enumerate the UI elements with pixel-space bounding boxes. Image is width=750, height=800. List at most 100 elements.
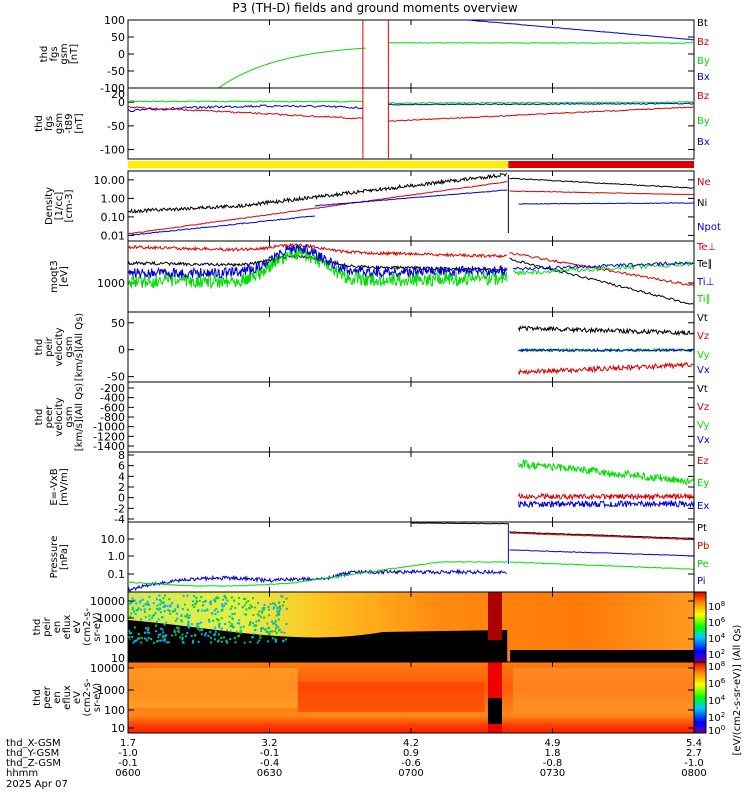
x-axis-row-label: hhmm bbox=[6, 768, 38, 779]
panel-5-frame bbox=[127, 240, 695, 313]
series-vt bbox=[518, 325, 694, 337]
y-tick-label: 1000 bbox=[97, 277, 125, 290]
x-tick-label: -0.1 bbox=[118, 758, 138, 769]
x-tick-label: 5.4 bbox=[686, 738, 702, 749]
y-tick-label: 1.0 bbox=[108, 550, 126, 563]
y-axis-label: thd bbox=[34, 115, 45, 132]
x-tick-label: 0.9 bbox=[403, 748, 419, 759]
legend-vt: Vt bbox=[697, 384, 708, 395]
legend-ne: Ne bbox=[697, 177, 711, 188]
y-axis-label: peer bbox=[44, 405, 55, 429]
y-axis-label: (cm2-s- bbox=[82, 678, 93, 716]
y-axis-label: Density bbox=[44, 187, 55, 225]
legend-vz: Vz bbox=[697, 402, 709, 413]
mode-bar-yellow bbox=[128, 161, 509, 168]
panel-4-frame bbox=[127, 170, 695, 242]
series-by bbox=[388, 101, 695, 105]
colorbar-tick-label: 106 bbox=[708, 677, 726, 690]
series-pi bbox=[127, 568, 507, 592]
panel-6-frame bbox=[127, 311, 695, 383]
legend-te: Te∥ bbox=[696, 259, 713, 270]
series-ni bbox=[127, 172, 508, 214]
y-axis-label: gsm bbox=[59, 43, 70, 64]
spectrogram-peer-gap bbox=[487, 698, 502, 724]
y-tick-label: 0.1 bbox=[108, 568, 126, 581]
spectrogram-peer-band bbox=[512, 668, 694, 713]
series-tiperp bbox=[512, 260, 694, 271]
y-tick-label: -800 bbox=[100, 411, 125, 424]
y-axis-label: eflux bbox=[62, 615, 73, 640]
series-pi bbox=[509, 549, 694, 557]
y-axis-label: (cm2-s- bbox=[82, 608, 93, 646]
y-tick-label: 1.00 bbox=[101, 192, 126, 205]
series-bx bbox=[127, 104, 364, 113]
y-axis-label: [cm-3] bbox=[64, 189, 75, 222]
x-tick-label: 4.2 bbox=[403, 738, 419, 749]
y-tick-label: 100 bbox=[104, 633, 125, 646]
series-ni bbox=[509, 177, 694, 189]
y-axis-label: -t89 bbox=[64, 113, 75, 133]
y-tick-label: -2 bbox=[114, 502, 125, 515]
series-ex bbox=[518, 499, 695, 509]
series-npot bbox=[518, 202, 695, 205]
colorbar-label: [eV/(cm2-s-sr-eV)] (All Qs) bbox=[732, 624, 743, 755]
y-tick-label: 0 bbox=[118, 48, 125, 61]
figure-title: P3 (TH-D) fields and ground moments over… bbox=[232, 1, 517, 15]
panel-8-frame bbox=[127, 451, 695, 523]
colorbar-tick-label: 108 bbox=[708, 660, 725, 673]
y-tick-label: 100 bbox=[104, 704, 125, 717]
legend-ti: Ti∥ bbox=[696, 294, 711, 305]
x-tick-label: -0.1 bbox=[260, 748, 280, 759]
legend-npot: Npot bbox=[697, 222, 721, 233]
y-axis-label: velocity bbox=[54, 327, 65, 366]
y-tick-label: 20 bbox=[111, 88, 125, 101]
x-axis-row-label: thd_Z-GSM bbox=[6, 758, 61, 769]
legend-ni: Ni bbox=[697, 198, 707, 209]
series-npot bbox=[127, 215, 315, 237]
x-tick-label: -0.8 bbox=[543, 758, 563, 769]
y-tick-label: 1000 bbox=[97, 612, 125, 625]
y-axis-label: thd bbox=[34, 339, 45, 356]
x-tick-label: 0630 bbox=[257, 768, 282, 779]
legend-vy: Vy bbox=[697, 350, 710, 361]
spectrogram-peir-gap bbox=[487, 640, 502, 662]
x-axis-row-label: 2025 Apr 07 bbox=[6, 779, 68, 790]
y-axis-label: eV bbox=[72, 620, 83, 633]
y-tick-label: -50 bbox=[107, 371, 125, 384]
y-tick-label: -50 bbox=[107, 120, 125, 133]
y-axis-label: peir bbox=[42, 616, 53, 636]
y-axis-label: [km/s](All Qs) bbox=[74, 383, 85, 451]
y-tick-label: 0.10 bbox=[101, 211, 126, 224]
y-axis-label: [1/cc] bbox=[54, 192, 65, 221]
y-tick-label: -100 bbox=[100, 144, 125, 157]
y-axis-label: sr-eV) bbox=[92, 683, 103, 712]
series-ey bbox=[518, 459, 695, 487]
y-tick-label: 10 bbox=[111, 722, 125, 735]
series-bx bbox=[388, 102, 695, 106]
y-tick-label: -200 bbox=[100, 382, 125, 395]
legend-ey: Ey bbox=[697, 478, 709, 489]
x-tick-label: 4.9 bbox=[545, 738, 561, 749]
x-tick-label: -0.4 bbox=[260, 758, 280, 769]
y-tick-label: 0 bbox=[118, 344, 125, 357]
y-tick-label: 0 bbox=[118, 96, 125, 109]
x-axis-row-label: thd_X-GSM bbox=[6, 738, 61, 749]
series-pt bbox=[509, 531, 694, 539]
y-tick-label: -1400 bbox=[93, 440, 125, 453]
colorbar-peir bbox=[693, 591, 707, 663]
y-axis-label: gsm bbox=[64, 406, 75, 427]
legend-vt: Vt bbox=[697, 313, 708, 324]
y-axis-label: sr-eV) bbox=[92, 612, 103, 641]
legend-pi: Pi bbox=[697, 576, 706, 587]
y-axis-label: E=-VxB bbox=[49, 468, 60, 505]
y-tick-label: 0 bbox=[118, 492, 125, 505]
legend-bt: Bt bbox=[697, 18, 708, 29]
legend-vx: Vx bbox=[697, 435, 710, 446]
legend-vy: Vy bbox=[697, 420, 710, 431]
x-tick-label: 0800 bbox=[681, 768, 706, 779]
series-ne bbox=[509, 190, 694, 196]
mode-bar-red bbox=[508, 161, 694, 168]
y-axis-label: [mV/m] bbox=[59, 468, 70, 506]
series-tepar bbox=[509, 257, 694, 305]
